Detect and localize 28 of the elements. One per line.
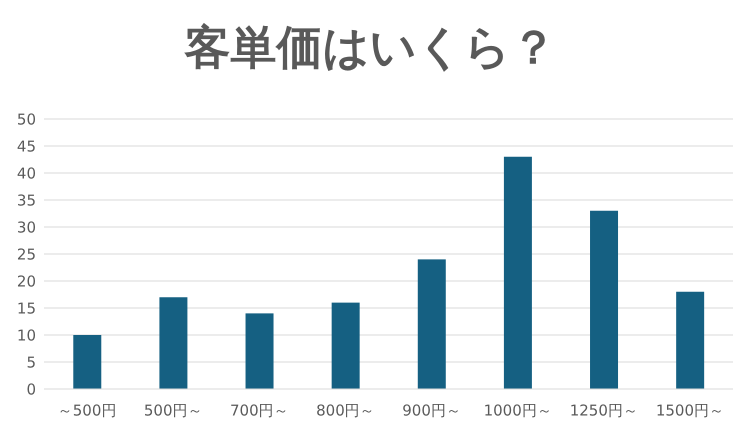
bar	[73, 335, 102, 389]
y-tick-label: 15	[16, 299, 36, 318]
x-tick-label: 500円～	[144, 402, 203, 420]
y-tick-label: 25	[16, 245, 36, 264]
y-tick-label: 5	[26, 353, 36, 372]
y-tick-label: 0	[26, 380, 36, 398]
x-tick-label: 800円～	[316, 402, 375, 420]
y-tick-label: 30	[16, 218, 36, 236]
bar	[332, 302, 360, 389]
bar	[246, 313, 274, 389]
bar	[504, 156, 532, 389]
x-tick-label: 700円～	[230, 402, 289, 420]
x-tick-label: 1500円～	[656, 402, 724, 420]
bar	[676, 292, 704, 389]
y-tick-label: 45	[16, 137, 36, 156]
x-tick-label: 1250円～	[570, 402, 638, 420]
x-tick-label: ～500円	[58, 402, 116, 420]
y-tick-label: 50	[16, 110, 36, 128]
x-tick-label: 1000円～	[484, 402, 552, 420]
bar	[590, 210, 618, 389]
y-tick-label: 40	[16, 164, 36, 182]
bar	[159, 297, 188, 389]
y-tick-label: 20	[16, 272, 36, 290]
x-tick-label: 900円～	[402, 402, 461, 420]
bar	[418, 259, 446, 389]
y-tick-label: 10	[16, 326, 36, 344]
y-tick-label: 35	[16, 191, 36, 210]
chart-title: 客単価はいくら？	[183, 18, 558, 76]
